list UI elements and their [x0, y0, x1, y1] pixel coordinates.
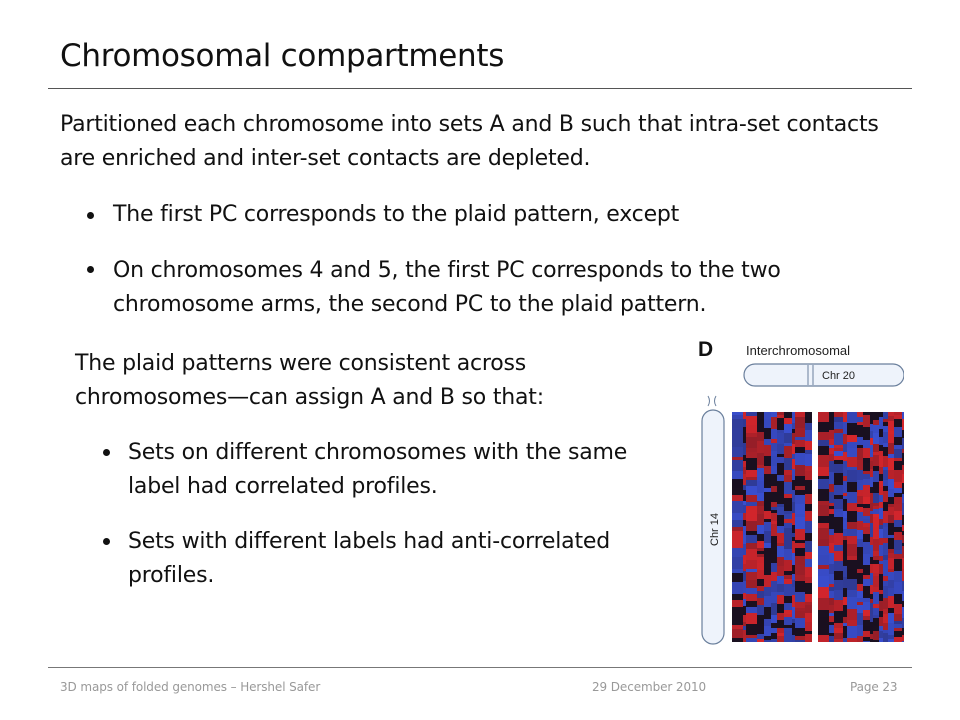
heatmap-right — [818, 412, 904, 642]
plaid-paragraph: The plaid patterns were consistent acros… — [75, 351, 544, 410]
bullet-first-pc: The first PC corresponds to the plaid pa… — [113, 202, 680, 227]
bullet-dot — [103, 538, 110, 545]
chr14-ideogram — [701, 395, 725, 645]
bullet-chromosomes-4-5: On chromosomes 4 and 5, the first PC cor… — [113, 258, 781, 317]
title-divider — [48, 88, 912, 89]
chr20-label: Chr 20 — [822, 370, 855, 382]
slide-title: Chromosomal compartments — [60, 38, 505, 74]
intro-paragraph: Partitioned each chromosome into sets A … — [60, 112, 879, 171]
figure-heading: Interchromosomal — [746, 343, 850, 358]
bullet-dot — [103, 449, 110, 456]
footer-divider — [48, 667, 912, 668]
footer-page-number: Page 23 — [850, 680, 898, 694]
heatmap-left — [732, 412, 812, 642]
interchromosomal-heatmap-figure: D Interchromosomal Chr 20 Chr 14 — [696, 336, 904, 648]
chr14-label: Chr 14 — [709, 513, 721, 546]
footer-author: 3D maps of folded genomes – Hershel Safe… — [60, 680, 321, 694]
bullet-dot — [87, 266, 94, 273]
footer-date: 29 December 2010 — [592, 680, 707, 694]
panel-letter: D — [698, 338, 713, 361]
bullet-dot — [87, 212, 94, 219]
bullet-same-label: Sets on different chromosomes with the s… — [128, 440, 628, 499]
chr20-ideogram — [743, 363, 904, 387]
bullet-different-labels: Sets with different labels had anti-corr… — [128, 529, 610, 588]
